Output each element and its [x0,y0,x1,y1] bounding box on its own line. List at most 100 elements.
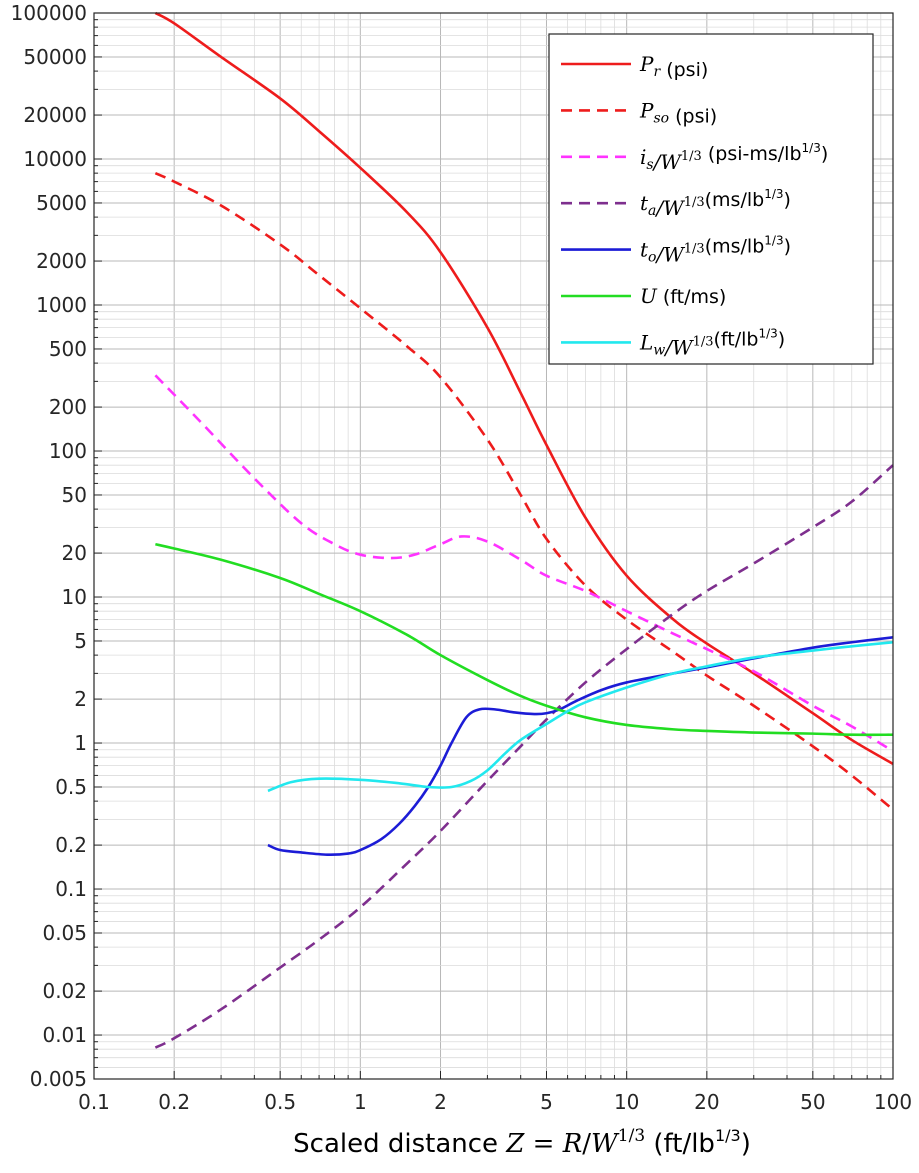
legend-label-Pr: Pr (psi) [639,52,708,81]
legend-label-to: to/W1/3(ms/lb1/3) [640,234,791,267]
y-tick-label: 100000 [11,1,87,25]
legend-div: /W [654,196,685,220]
y-tick-label: 5000 [36,191,87,215]
legend-unit-close: ) [784,236,791,258]
legend-box [548,33,874,365]
x-axis-label-w: W [591,1129,620,1159]
legend-unit: (ft/ms) [657,286,726,308]
y-tick-label: 500 [49,337,87,361]
legend-unit: (psi-ms/lb [702,143,802,165]
x-tick-label: 2 [434,1090,447,1114]
y-tick-label: 0.005 [30,1067,87,1091]
y-tick-label: 0.2 [55,833,87,857]
x-tick-label: 0.1 [78,1090,110,1114]
legend-sym: L [639,330,653,354]
x-axis-label-slash: / [582,1129,591,1159]
x-tick-label: 1 [354,1090,367,1114]
series-line-Lw [267,640,894,793]
y-tick-label: 50000 [23,45,87,69]
legend: Pr (psi)Pso (psi)is/W1/3 (psi-ms/lb1/3)t… [548,33,874,365]
legend-exp: 1/3 [684,242,705,257]
grid [93,12,894,1080]
legend-sym: i [640,145,646,169]
legend-label-is: is/W1/3 (psi-ms/lb1/3) [640,141,828,174]
legend-unit-close: ) [784,189,791,211]
y-tick-label: 10 [62,585,87,609]
series-line-Pso [154,171,894,811]
y-tick-label: 1000 [36,293,87,317]
legend-label-Pso: Pso (psi) [639,98,717,127]
y-tick-label: 0.05 [42,921,87,945]
y-tick-label: 20000 [23,103,87,127]
legend-unit: (ms/lb [705,189,765,211]
y-tick-label: 5 [74,629,87,653]
legend-unit-close: ) [778,328,785,350]
y-tick-label: 100 [49,439,87,463]
legend-label-ta: ta/W1/3(ms/lb1/3) [640,187,791,220]
x-tick-label: 50 [800,1090,825,1114]
x-axis-label-prefix: Scaled distance [293,1129,506,1159]
legend-sym: P [639,98,654,122]
legend-sub: w [653,342,665,358]
x-axis-label-eq: = [524,1129,562,1159]
y-tick-label: 1 [74,731,87,755]
y-tick-label: 20 [62,541,87,565]
legend-unit-exp: 1/3 [764,234,783,248]
legend-unit-exp: 1/3 [758,326,777,340]
legend-sym: U [640,284,658,308]
legend-sub: so [653,110,669,126]
legend-unit: (ft/lb [713,328,758,350]
series-line-Pr [154,11,894,765]
y-tick-label: 0.1 [55,877,87,901]
series-line-ta [154,464,894,1049]
x-axis-label-exp: 1/3 [618,1126,645,1146]
legend-div: /W [663,335,694,359]
x-tick-label: 20 [694,1090,719,1114]
legend-unit: (ms/lb [705,236,765,258]
y-tick-label: 10000 [23,147,87,171]
legend-sym: t [640,238,649,262]
legend-sub: r [653,64,661,80]
y-tick-label: 2000 [36,249,87,273]
x-tick-label: 100 [874,1090,912,1114]
series-line-U [155,542,894,737]
legend-unit-close: ) [821,143,828,165]
legend-label-Lw: Lw/W1/3(ft/lb1/3) [639,326,785,359]
plot-frame [93,12,894,1080]
legend-sub: o [648,250,656,266]
legend-div: /W [652,150,683,174]
y-tick-label: 200 [49,395,87,419]
series-line-is [154,374,894,753]
legend-exp: 1/3 [684,195,705,210]
legend-unit-exp: 1/3 [764,187,783,201]
x-axis-label-unit-exp: 1/3 [715,1126,741,1145]
x-tick-label: 0.5 [264,1090,296,1114]
legend-sub: a [648,203,656,219]
legend-unit: (psi) [669,105,717,127]
legend-exp: 1/3 [681,149,702,164]
legend-exp: 1/3 [693,334,714,349]
y-tick-label: 0.5 [55,775,87,799]
y-tick-label: 2 [74,687,87,711]
legend-sym: P [639,52,654,76]
x-axis-label-unit-close: ) [741,1129,751,1159]
legend-label-U: U (ft/ms) [640,284,726,308]
x-axis-label-r: R [562,1129,583,1159]
legend-div: /W [654,243,685,267]
legend-unit-exp: 1/3 [802,141,821,155]
legend-sub: s [646,157,653,173]
x-axis-label-z: Z [505,1129,525,1159]
x-axis-label-unit: (ft/lb [645,1129,715,1159]
ticks: 0.1 0.2 0.5 1 2 5 10 20 50 100 0.005 0.01 0.02 0.05 0.… [11,1,912,1114]
y-tick-label: 50 [62,483,87,507]
x-tick-label: 10 [614,1090,639,1114]
series-layer [154,11,894,1049]
x-axis-label: Scaled distance Z = R/W1/3 (ft/lb1/3) [293,1126,751,1159]
x-tick-label: 0.2 [158,1090,190,1114]
y-tick-label: 0.01 [42,1023,87,1047]
legend-unit: (psi) [660,59,708,81]
y-tick-label: 0.02 [42,979,87,1003]
legend-sym: t [640,191,649,215]
x-tick-label: 5 [540,1090,553,1114]
